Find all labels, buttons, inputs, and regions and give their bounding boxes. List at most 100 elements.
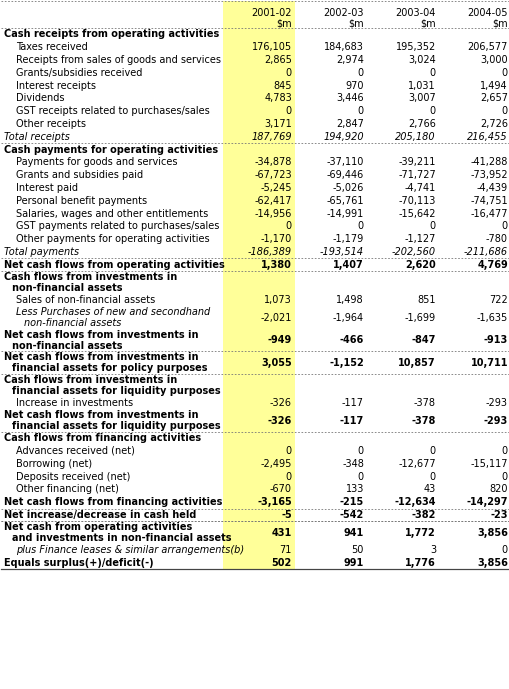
Text: 0: 0 — [286, 68, 292, 78]
Text: -5,026: -5,026 — [332, 183, 363, 193]
Text: -14,297: -14,297 — [466, 497, 507, 507]
Text: Receipts from sales of goods and services: Receipts from sales of goods and service… — [16, 55, 220, 65]
Text: -293: -293 — [483, 415, 507, 426]
Text: 0: 0 — [501, 471, 507, 482]
Text: 2,766: 2,766 — [407, 119, 435, 129]
Text: 0: 0 — [286, 221, 292, 232]
Text: -62,417: -62,417 — [254, 196, 292, 206]
Text: 0: 0 — [501, 446, 507, 456]
Text: Cash flows from financing activities: Cash flows from financing activities — [4, 433, 201, 443]
Text: 0: 0 — [357, 68, 363, 78]
Text: 2003-04: 2003-04 — [395, 8, 435, 18]
Text: 2001-02: 2001-02 — [251, 8, 292, 18]
Text: -12,677: -12,677 — [398, 459, 435, 469]
Text: -211,686: -211,686 — [463, 247, 507, 257]
Text: $m: $m — [491, 19, 507, 29]
Text: -293: -293 — [485, 398, 507, 408]
Text: -65,761: -65,761 — [326, 196, 363, 206]
Text: Personal benefit payments: Personal benefit payments — [16, 196, 147, 206]
Text: -382: -382 — [411, 510, 435, 520]
Text: financial assets for liquidity purposes: financial assets for liquidity purposes — [12, 421, 220, 431]
Text: -1,635: -1,635 — [476, 313, 507, 322]
Text: -41,288: -41,288 — [470, 157, 507, 167]
Text: 0: 0 — [501, 106, 507, 116]
Text: -4,439: -4,439 — [476, 183, 507, 193]
Text: 2,657: 2,657 — [479, 94, 507, 103]
Bar — [222, 233, 294, 245]
Text: Other receipts: Other receipts — [16, 119, 86, 129]
Text: -378: -378 — [413, 398, 435, 408]
Text: -378: -378 — [411, 415, 435, 426]
Text: Advances received (net): Advances received (net) — [16, 446, 134, 456]
Bar — [222, 329, 294, 351]
Text: 0: 0 — [429, 68, 435, 78]
Text: 820: 820 — [489, 484, 507, 495]
Text: Other financing (net): Other financing (net) — [16, 484, 119, 495]
Bar — [222, 294, 294, 307]
Bar — [222, 483, 294, 496]
Text: 970: 970 — [345, 81, 363, 90]
Text: 3,856: 3,856 — [476, 558, 507, 568]
Text: 4,783: 4,783 — [264, 94, 292, 103]
Text: 851: 851 — [417, 295, 435, 305]
Text: 4,769: 4,769 — [476, 260, 507, 270]
Text: Borrowing (net): Borrowing (net) — [16, 459, 92, 469]
Text: -1,179: -1,179 — [332, 234, 363, 244]
Text: -14,991: -14,991 — [326, 209, 363, 218]
Text: 0: 0 — [429, 106, 435, 116]
Text: Taxes received: Taxes received — [16, 42, 88, 52]
Text: -37,110: -37,110 — [326, 157, 363, 167]
Text: 431: 431 — [271, 528, 292, 537]
Bar — [222, 351, 294, 374]
Bar — [222, 156, 294, 169]
Bar — [222, 66, 294, 79]
Text: -34,878: -34,878 — [254, 157, 292, 167]
Text: non-financial assets: non-financial assets — [12, 341, 122, 351]
Text: 1,073: 1,073 — [264, 295, 292, 305]
Text: Net cash flows from investments in: Net cash flows from investments in — [4, 352, 198, 362]
Text: -12,634: -12,634 — [394, 497, 435, 507]
Bar — [222, 496, 294, 508]
Text: Cash flows from investments in: Cash flows from investments in — [4, 375, 177, 384]
Text: -326: -326 — [269, 398, 292, 408]
Text: 1,407: 1,407 — [332, 260, 363, 270]
Text: 216,455: 216,455 — [466, 132, 507, 142]
Text: -16,477: -16,477 — [470, 209, 507, 218]
Bar — [222, 182, 294, 194]
Text: 991: 991 — [343, 558, 363, 568]
Text: 3,856: 3,856 — [476, 528, 507, 537]
Text: 194,920: 194,920 — [323, 132, 363, 142]
Text: Payments for goods and services: Payments for goods and services — [16, 157, 177, 167]
Text: -186,389: -186,389 — [247, 247, 292, 257]
Bar — [222, 220, 294, 233]
Text: Equals surplus(+)/deficit(-): Equals surplus(+)/deficit(-) — [4, 558, 153, 568]
Bar — [222, 28, 294, 41]
Text: 0: 0 — [286, 106, 292, 116]
Text: 3,446: 3,446 — [336, 94, 363, 103]
Text: Other payments for operating activities: Other payments for operating activities — [16, 234, 209, 244]
Text: 1,494: 1,494 — [479, 81, 507, 90]
Text: -15,117: -15,117 — [470, 459, 507, 469]
Bar — [222, 105, 294, 118]
Text: Cash flows from investments in: Cash flows from investments in — [4, 272, 177, 282]
Bar — [222, 92, 294, 105]
Text: 0: 0 — [286, 471, 292, 482]
Text: -2,495: -2,495 — [260, 459, 292, 469]
Text: Interest receipts: Interest receipts — [16, 81, 96, 90]
Text: 2,847: 2,847 — [335, 119, 363, 129]
Bar — [222, 470, 294, 483]
Text: plus Finance leases & similar arrangements(b): plus Finance leases & similar arrangemen… — [16, 545, 244, 555]
Text: Net cash flows from investments in: Net cash flows from investments in — [4, 410, 198, 420]
Text: -542: -542 — [339, 510, 363, 520]
Text: 2,726: 2,726 — [479, 119, 507, 129]
Text: GST receipts related to purchases/sales: GST receipts related to purchases/sales — [16, 106, 209, 116]
Text: Net increase/decrease in cash held: Net increase/decrease in cash held — [4, 510, 196, 520]
Text: Net cash flows from financing activities: Net cash flows from financing activities — [4, 497, 222, 507]
Bar — [222, 79, 294, 92]
Text: 195,352: 195,352 — [395, 42, 435, 52]
Text: 3,055: 3,055 — [261, 358, 292, 368]
Text: -949: -949 — [267, 336, 292, 345]
Text: 133: 133 — [345, 484, 363, 495]
Text: 0: 0 — [357, 106, 363, 116]
Text: Total receipts: Total receipts — [4, 132, 70, 142]
